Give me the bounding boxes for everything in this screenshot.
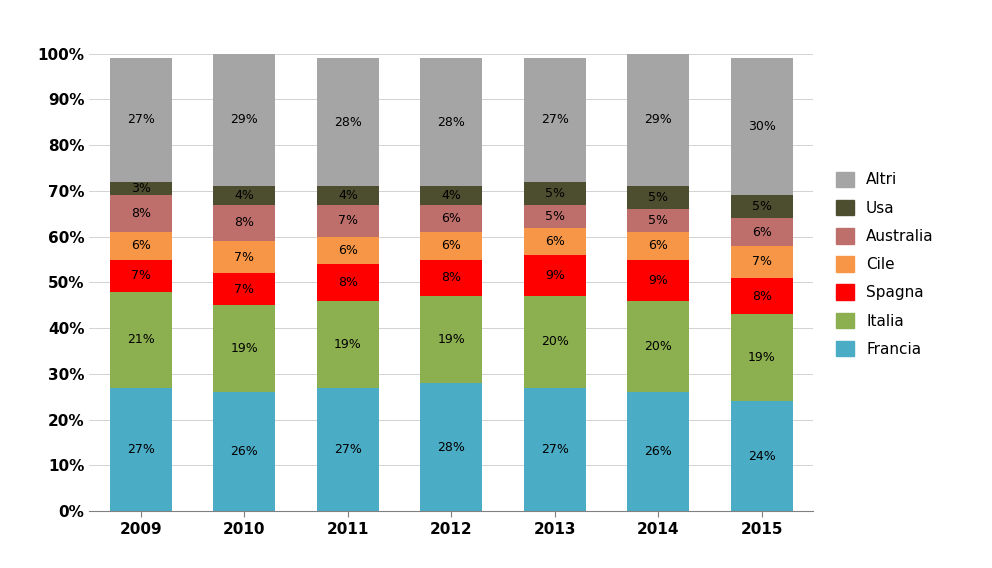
Bar [421,260,482,296]
Bar [110,387,172,511]
Bar [731,402,793,511]
Text: 4%: 4% [338,189,358,202]
Bar [110,182,172,195]
Text: 6%: 6% [545,235,564,248]
Bar [316,186,379,204]
Text: 6%: 6% [752,225,772,239]
Text: 28%: 28% [334,116,362,129]
Text: 7%: 7% [752,256,772,268]
Text: 20%: 20% [541,336,568,348]
Bar [731,195,793,218]
Bar [213,53,276,186]
Text: 27%: 27% [334,443,362,456]
Bar [110,291,172,387]
Bar [213,392,276,511]
Text: 8%: 8% [234,216,255,229]
Text: 6%: 6% [441,212,461,225]
Text: 20%: 20% [645,340,673,353]
Bar [213,241,276,273]
Text: 19%: 19% [437,333,465,346]
Text: 27%: 27% [127,443,155,456]
Bar [421,383,482,511]
Bar [316,204,379,237]
Text: 4%: 4% [441,189,461,202]
Bar [316,300,379,387]
Text: 6%: 6% [131,239,151,252]
Text: 7%: 7% [338,214,358,227]
Bar [524,182,586,204]
Text: 7%: 7% [234,250,255,264]
Legend: Altri, Usa, Australia, Cile, Spagna, Italia, Francia: Altri, Usa, Australia, Cile, Spagna, Ita… [835,172,933,357]
Text: 6%: 6% [338,244,358,257]
Text: 7%: 7% [131,269,151,282]
Text: 3%: 3% [131,182,151,195]
Bar [731,246,793,278]
Text: 27%: 27% [127,114,155,127]
Bar [110,260,172,291]
Text: 26%: 26% [230,445,258,458]
Bar [627,300,689,392]
Bar [524,387,586,511]
Bar [421,296,482,383]
Text: 5%: 5% [545,187,564,200]
Bar [627,232,689,260]
Bar [213,306,276,392]
Bar [421,204,482,232]
Text: 21%: 21% [127,333,155,346]
Bar [524,296,586,387]
Text: 19%: 19% [230,343,258,355]
Bar [731,315,793,402]
Text: 24%: 24% [748,450,776,463]
Text: 4%: 4% [234,189,254,202]
Bar [110,58,172,182]
Text: 5%: 5% [648,214,669,227]
Text: 5%: 5% [545,210,564,223]
Bar [316,387,379,511]
Text: 9%: 9% [545,269,564,282]
Bar [524,228,586,255]
Text: 28%: 28% [437,441,465,454]
Bar [421,232,482,260]
Text: 9%: 9% [649,274,669,287]
Text: 29%: 29% [230,114,258,127]
Text: 8%: 8% [441,272,461,285]
Bar [627,186,689,209]
Text: 8%: 8% [338,276,358,289]
Text: 8%: 8% [752,290,772,303]
Bar [213,204,276,241]
Text: 6%: 6% [441,239,461,252]
Bar [421,186,482,204]
Bar [731,218,793,246]
Bar [316,237,379,264]
Bar [110,195,172,232]
Bar [110,232,172,260]
Bar [524,204,586,228]
Bar [627,392,689,511]
Bar [524,255,586,296]
Bar [627,53,689,186]
Bar [731,58,793,195]
Bar [627,260,689,300]
Text: 7%: 7% [234,283,255,296]
Bar [316,264,379,300]
Bar [627,209,689,232]
Bar [421,58,482,186]
Text: 30%: 30% [748,120,776,133]
Bar [213,186,276,204]
Text: 5%: 5% [752,201,772,214]
Bar [731,278,793,315]
Text: 6%: 6% [649,239,669,252]
Bar [524,58,586,182]
Text: 26%: 26% [645,445,673,458]
Text: 29%: 29% [645,114,673,127]
Bar [213,273,276,306]
Bar [316,58,379,186]
Text: 8%: 8% [131,207,151,220]
Text: 28%: 28% [437,116,465,129]
Text: 19%: 19% [334,338,362,350]
Text: 27%: 27% [541,114,568,127]
Text: 27%: 27% [541,443,568,456]
Text: 19%: 19% [748,352,776,365]
Text: 5%: 5% [648,191,669,204]
